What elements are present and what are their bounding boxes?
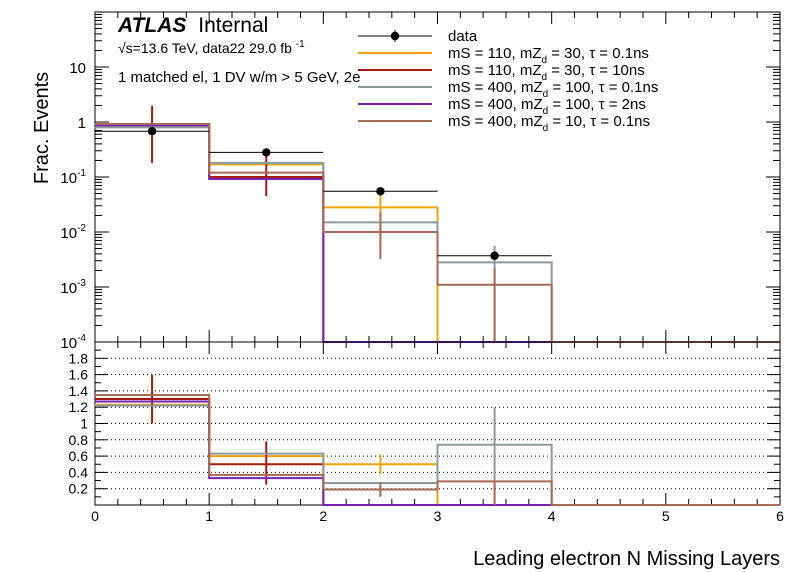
tick-base: 1 (78, 115, 86, 132)
svg-text:√s=13.6 TeV, data22 29.0 fb: √s=13.6 TeV, data22 29.0 fb -1 (118, 39, 305, 56)
legend-label-part: mS = 110, mZ (448, 62, 542, 79)
atlas-suffix: Internal (198, 14, 268, 37)
y-axis-title: Frac. Events (31, 72, 53, 184)
tick-base: 10 (60, 225, 77, 242)
legend-label-part: = 100, τ = 2ns (548, 96, 646, 113)
ratio-y-tick-label: 1 (80, 416, 88, 432)
legend-series-label: mS = 110, mZd = 30, τ = 0.1ns (448, 45, 649, 66)
x-axis-title: Leading electron N Missing Layers (473, 548, 780, 570)
ratio-y-tick-label: 0.2 (69, 481, 89, 497)
tick-base: 10 (60, 335, 77, 352)
x-tick-label: 5 (662, 508, 670, 524)
tick-base: 10 (60, 280, 77, 297)
legend-series-label: mS = 400, mZd = 100, τ = 0.1ns (448, 79, 658, 100)
top-panel (94, 11, 781, 343)
tick-exponent: -2 (77, 223, 86, 234)
ratio-y-tick-label: 0.8 (69, 432, 89, 448)
tick-exponent: -1 (77, 168, 86, 179)
top-y-tick-label: 10 (69, 60, 86, 77)
data-point (147, 127, 157, 136)
ratio-y-tick-label: 1.6 (69, 367, 89, 383)
tick-base: 10 (60, 170, 77, 187)
legend-label-part: = 30, τ = 0.1ns (547, 45, 649, 62)
x-tick-label: 4 (548, 508, 556, 524)
legend-subscript: d (542, 55, 548, 66)
ratio-y-tick-label: 1.8 (69, 350, 89, 366)
legend-label-part: mS = 400, mZ (448, 96, 543, 113)
legend-label-part: mS = 400, mZ (448, 79, 543, 96)
legend-subscript: d (542, 72, 548, 83)
x-tick-labels: 0 1 2 3 4 5 6 (91, 508, 784, 524)
ratio-y-tick-label: 1.4 (69, 383, 89, 399)
legend-subscript: d (543, 123, 549, 134)
top-y-tick-label: 10-2 (60, 223, 86, 242)
legend-subscript: d (543, 106, 549, 117)
ratio-panel (94, 341, 781, 506)
legend-subscript: d (543, 89, 549, 100)
x-tick-label: 1 (205, 508, 213, 524)
energy-sup: -1 (296, 39, 305, 50)
legend-label-part: mS = 110, mZ (448, 45, 542, 62)
legend-series-label: mS = 400, mZd = 10, τ = 0.1ns (448, 113, 650, 134)
svg-text:ATLAS Internal: ATLAS Internal (117, 14, 268, 37)
x-tick-label: 0 (91, 508, 99, 524)
legend-series-label: mS = 110, mZd = 30, τ = 10ns (448, 62, 645, 83)
legend-series-label: mS = 400, mZd = 100, τ = 2ns (448, 96, 646, 117)
x-tick-label: 2 (319, 508, 327, 524)
selection-label: 1 matched el, 1 DV w/m > 5 GeV, 2e (118, 69, 361, 86)
legend-label-part: = 30, τ = 10ns (547, 62, 645, 79)
energy-label: √s=13.6 TeV, data22 29.0 fb (118, 40, 292, 56)
data-point (376, 187, 385, 196)
top-y-tick-label: 10-3 (60, 278, 86, 297)
atlas-label: ATLAS (117, 14, 186, 37)
top-y-tick-label: 10-4 (60, 333, 86, 352)
legend-label-part: = 100, τ = 0.1ns (548, 79, 658, 96)
ratio-y-tick-label: 0.6 (69, 448, 89, 464)
legend-data-label: data (448, 28, 478, 45)
data-point (490, 251, 499, 260)
ratio-y-tick-labels: 0.20.40.60.811.21.41.61.8 (69, 350, 89, 496)
ratio-series-step (95, 393, 780, 506)
tick-base: 10 (69, 60, 86, 77)
top-y-tick-label: 1 (78, 115, 86, 132)
data-point (262, 148, 271, 157)
tick-exponent: -3 (77, 278, 86, 289)
x-tick-label: 6 (776, 508, 784, 524)
legend-label-part: mS = 400, mZ (448, 113, 543, 130)
ratio-y-tick-label: 0.4 (69, 464, 89, 480)
legend-label-part: = 10, τ = 0.1ns (548, 113, 650, 130)
ratio-y-tick-label: 1.2 (69, 399, 89, 415)
top-y-tick-label: 10-1 (60, 168, 86, 187)
x-tick-label: 3 (434, 508, 442, 524)
tick-exponent: -4 (77, 333, 86, 344)
legend-data-marker (390, 31, 400, 41)
